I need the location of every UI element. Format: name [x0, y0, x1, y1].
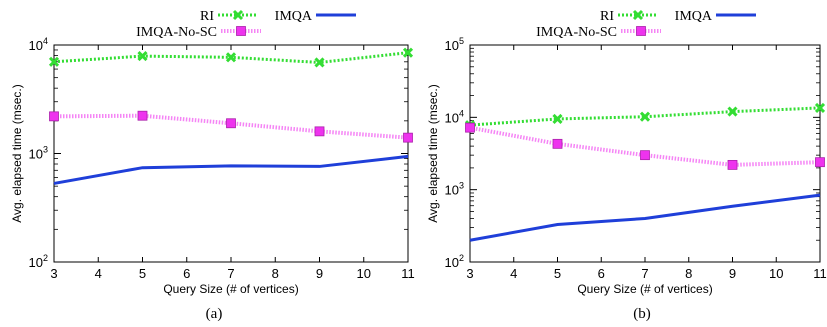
- legend-label: IMQA: [275, 9, 313, 24]
- x-tick-label: 4: [95, 266, 102, 281]
- data-point-imqa-no-sc: [465, 122, 475, 133]
- legend-marker: [636, 26, 646, 36]
- data-point-imqa-no-sc: [727, 159, 738, 170]
- data-point-imqa-no-sc: [226, 118, 236, 129]
- data-point-imqa-no-sc: [552, 138, 563, 149]
- legend-marker: [236, 26, 246, 36]
- x-axis-label: Query Size (# of vertices): [163, 282, 298, 296]
- y-tick-label: 103: [29, 145, 48, 162]
- x-tick-label: 10: [357, 266, 371, 281]
- data-point-ri: [552, 113, 563, 125]
- legend-label: RI: [600, 9, 614, 24]
- chart-a: 3 4 5 6 7 8 9 10 11 102 103 104 Query Size (# of ver…: [10, 9, 415, 322]
- x-tick-label: 7: [641, 266, 648, 281]
- plot-frame: [53, 44, 409, 263]
- series-line-imqa: [469, 193, 821, 242]
- legend-label: IMQA-No-SC: [136, 25, 217, 40]
- chart-b: 3 4 5 6 7 8 9 10 11 102 103 104 105 Query Size (# of …: [426, 9, 827, 322]
- x-tick-label: 11: [813, 266, 827, 281]
- x-tick-label: 3: [50, 266, 57, 281]
- x-tick-label: 3: [466, 266, 473, 281]
- x-axis-label: Query Size (# of vertices): [577, 282, 712, 296]
- series-line-ri: [469, 106, 821, 127]
- data-point-ri: [137, 51, 148, 62]
- x-tick-label: 6: [598, 266, 605, 281]
- legend-marker: [232, 9, 244, 21]
- data-point-imqa-no-sc: [49, 111, 59, 122]
- data-point-imqa-no-sc: [137, 110, 148, 121]
- y-axis-label: Avg. elapsed time (msec.): [10, 84, 24, 223]
- caption: (b): [633, 306, 651, 322]
- y-tick-label: 105: [445, 36, 464, 53]
- data-point-ri: [48, 56, 60, 67]
- data-point-ri: [814, 102, 826, 113]
- y-axis-label: Avg. elapsed time (msec.): [426, 84, 440, 223]
- x-tick-label: 4: [510, 266, 517, 281]
- y-tick-label: 104: [445, 108, 464, 125]
- data-point-imqa-no-sc: [815, 157, 825, 168]
- data-point-imqa-no-sc: [640, 150, 650, 161]
- x-tick-label: 7: [227, 266, 234, 281]
- x-tick-label: 6: [183, 266, 190, 281]
- legend: RI IMQA IMQA-No-SC: [536, 9, 756, 40]
- x-tick-label: 5: [554, 266, 561, 281]
- series-line-imqa: [53, 154, 409, 185]
- legend-label: RI: [200, 9, 214, 24]
- data-point-ri: [402, 47, 414, 58]
- legend: RI IMQA IMQA-No-SC: [136, 9, 356, 40]
- y-tick-label: 102: [445, 253, 464, 270]
- x-tick-label: 11: [401, 266, 415, 281]
- caption: (a): [206, 306, 223, 322]
- data-point-ri: [727, 106, 738, 117]
- legend-label: IMQA: [675, 9, 713, 24]
- y-tick-label: 102: [29, 253, 48, 270]
- data-point-imqa-no-sc: [314, 126, 325, 137]
- data-point-imqa-no-sc: [403, 132, 413, 143]
- x-tick-label: 8: [685, 266, 692, 281]
- legend-label: IMQA-No-SC: [536, 25, 617, 40]
- y-tick-label: 104: [29, 36, 48, 53]
- x-tick-label: 9: [316, 266, 323, 281]
- x-tick-label: 8: [272, 266, 279, 281]
- data-point-ri: [225, 52, 237, 63]
- x-tick-label: 5: [139, 266, 146, 281]
- y-tick-label: 103: [445, 181, 464, 198]
- data-point-ri: [639, 111, 651, 122]
- x-tick-label: 9: [729, 266, 736, 281]
- x-tick-label: 10: [769, 266, 783, 281]
- data-point-ri: [314, 57, 325, 68]
- legend-marker: [632, 9, 644, 21]
